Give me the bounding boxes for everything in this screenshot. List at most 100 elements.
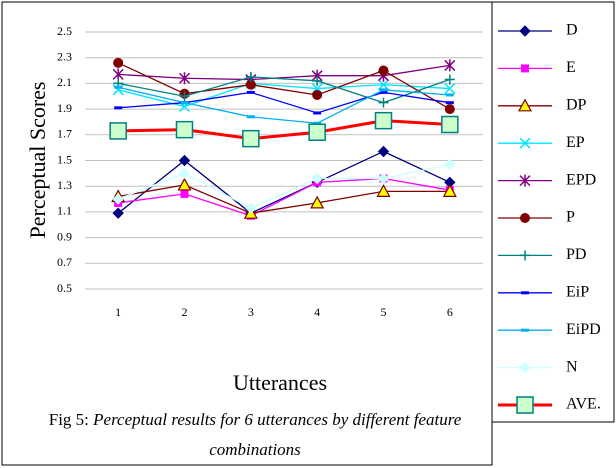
y-tick-label: 0.5 [57,281,72,295]
data-point [242,129,260,148]
data-point [312,89,323,100]
legend-label: D [566,22,578,39]
caption: Fig 5: Perceptual results for 6 utteranc… [40,405,470,465]
legend-label: AVE. [566,396,601,413]
data-point [179,91,190,102]
y-tick-label: 1.9 [57,101,72,115]
data-point [444,158,456,171]
x-tick-label: 5 [381,305,387,319]
data-point [178,154,191,167]
legend-marker [519,174,531,187]
y-tick-label: 2.5 [57,24,72,38]
data-point [175,120,194,139]
legend-marker [520,213,530,223]
data-point [311,172,323,185]
data-point [444,83,456,95]
series-line [117,163,450,209]
legend-label: EPD [566,171,596,188]
legend-marker [521,64,529,73]
series-line [118,91,450,114]
legend-label: EiP [566,283,589,300]
data-point [377,79,390,91]
series-line [117,62,451,110]
data-point [112,207,124,219]
legend-marker [519,25,531,37]
series-line [118,119,450,141]
y-tick-label: 1.5 [57,152,72,166]
x-tick-label: 1 [115,305,121,319]
x-axis-title: Utterances [233,370,327,395]
series-line [118,86,450,124]
data-point [180,101,189,105]
legend-marker [521,291,529,295]
legend-label: EP [566,134,585,151]
data-point [377,172,390,185]
data-point [113,57,124,68]
data-point [313,121,322,125]
x-tick-label: 6 [447,305,453,319]
y-tick-label: 2.3 [57,49,72,63]
data-point [444,59,456,72]
legend-marker [520,250,530,261]
data-point [378,97,389,108]
y-axis-title: Perceptual Scores [25,82,50,239]
y-tick-label: 0.7 [57,255,72,269]
data-point [312,75,323,86]
series-line [118,184,450,214]
caption-text: Perceptual results for 6 utterances by d… [93,410,462,459]
figure-frame [1,1,493,466]
y-tick-label: 0.9 [57,229,72,243]
data-point [378,65,389,76]
legend-label: EiPD [566,321,601,338]
data-point [313,111,322,115]
data-point [308,123,326,141]
series-line [118,177,450,217]
y-tick-label: 1.7 [57,127,72,141]
data-point [246,90,255,94]
data-point [374,111,393,130]
legend-label: PD [566,246,586,263]
data-point [441,115,459,134]
data-point [177,177,192,191]
series-line [118,64,450,81]
data-point [245,202,257,214]
legend-label: N [566,358,578,375]
data-point [444,74,455,85]
data-point [445,93,454,97]
x-tick-label: 2 [182,305,188,319]
data-point [180,189,189,198]
data-point [310,195,325,209]
caption-label: Fig 5: [48,410,89,429]
legend-marker [521,328,529,332]
data-point [377,145,390,158]
data-point [178,167,191,180]
legend-marker [517,98,533,112]
data-point [245,79,256,90]
y-tick-label: 1.3 [57,178,72,192]
series-line [117,150,451,214]
data-point [114,106,123,110]
data-point [178,72,191,85]
x-tick-label: 3 [248,305,254,319]
data-point [114,85,123,89]
data-point [376,184,391,197]
data-point [444,104,455,115]
legend-marker [516,396,534,414]
data-point [245,71,256,82]
data-point [379,90,388,94]
data-point [109,122,127,140]
legend-label: DP [566,96,587,113]
legend-frame [491,1,615,423]
y-tick-label: 1.1 [57,204,72,218]
data-point [246,115,255,119]
data-point [379,88,388,92]
legend-label: P [566,209,575,226]
data-point [442,184,457,197]
series-line [118,76,451,104]
legend-label: E [566,59,576,76]
legend-marker [519,361,531,374]
x-tick-label: 4 [314,305,320,319]
legend-marker [519,137,531,149]
